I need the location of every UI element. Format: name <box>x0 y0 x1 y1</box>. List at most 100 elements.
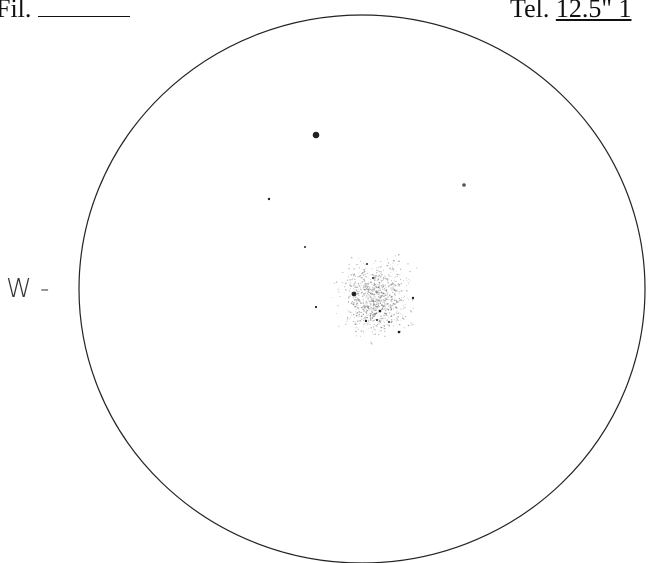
stipple-dot <box>364 286 367 288</box>
stipple-dot <box>380 300 382 302</box>
stipple-dot <box>391 308 393 310</box>
stipple-dot <box>348 318 350 320</box>
stipple-dot <box>382 278 384 280</box>
stipple-dot <box>379 297 382 299</box>
stipple-dot <box>397 264 399 266</box>
stipple-dot <box>382 292 385 294</box>
stipple-dot <box>374 333 376 335</box>
stipple-dot <box>386 258 388 260</box>
stipple-dot <box>353 301 355 304</box>
stipple-dot <box>373 334 374 335</box>
stipple-dot <box>373 303 376 305</box>
stipple-dot <box>366 329 367 330</box>
stipple-dot <box>384 305 386 308</box>
stipple-dot <box>368 298 370 299</box>
stipple-dot <box>369 312 371 314</box>
stipple-dot <box>352 303 354 306</box>
stipple-dot <box>354 305 356 307</box>
stipple-dot <box>398 323 401 326</box>
stipple-dot <box>402 317 404 320</box>
stipple-dot <box>374 330 376 331</box>
stipple-dot <box>404 304 406 306</box>
stipple-dot <box>408 283 409 284</box>
stipple-dot <box>372 303 374 305</box>
stipple-dot <box>346 279 349 282</box>
stipple-dot <box>369 293 371 295</box>
telescope-field: Tel. 12.5" 1 <box>510 0 631 24</box>
stipple-dot <box>370 312 372 314</box>
stipple-dot <box>398 293 400 295</box>
stipple-dot <box>382 325 384 326</box>
stipple-dot <box>369 319 372 321</box>
stipple-dot <box>376 303 378 306</box>
stipple-dot <box>380 330 382 332</box>
stipple-dot <box>377 278 379 280</box>
stipple-dot <box>368 321 370 323</box>
stipple-dot <box>363 304 365 306</box>
stipple-dot <box>379 276 381 278</box>
stipple-dot <box>378 287 380 289</box>
stipple-dot <box>391 320 392 322</box>
stipple-dot <box>385 289 387 291</box>
stipple-dot <box>373 282 376 284</box>
stipple-dot <box>365 289 367 291</box>
stipple-dot <box>353 282 356 285</box>
stipple-dot <box>366 285 368 287</box>
stipple-dot <box>378 290 380 292</box>
stipple-dot <box>371 290 374 292</box>
stipple-dot <box>387 316 390 318</box>
stipple-dot <box>367 293 370 296</box>
stipple-dot <box>400 299 402 301</box>
stipple-dot <box>368 291 370 293</box>
stipple-dot <box>395 308 397 309</box>
star <box>304 246 306 248</box>
stipple-dot <box>400 313 401 315</box>
stipple-dot <box>390 318 393 321</box>
stipple-dot <box>368 320 370 322</box>
stipple-dot <box>374 318 376 320</box>
stipple-dot <box>378 322 380 324</box>
stipple-dot <box>379 299 381 301</box>
stipple-dot <box>369 307 372 309</box>
stipple-dot <box>360 312 362 313</box>
stipple-dot <box>375 308 376 309</box>
stipple-dot <box>364 278 366 280</box>
stipple-dot <box>416 267 418 269</box>
stipple-dot <box>374 304 376 306</box>
stipple-dot <box>371 331 373 333</box>
stipple-dot <box>391 322 393 324</box>
stipple-dot <box>377 323 379 326</box>
stipple-dot <box>392 269 395 271</box>
stipple-dot <box>354 278 356 280</box>
stipple-dot <box>396 276 398 278</box>
stipple-dot <box>390 280 393 282</box>
stipple-dot <box>386 293 388 295</box>
stipple-dot <box>365 287 367 289</box>
stipple-dot <box>388 274 390 277</box>
stipple-dot <box>364 284 366 286</box>
stipple-dot <box>359 294 360 296</box>
stipple-dot <box>372 320 374 322</box>
stipple-dot <box>365 297 366 299</box>
stipple-dot <box>370 341 372 343</box>
stipple-dot <box>373 301 375 303</box>
stipple-dot <box>365 285 367 286</box>
stipple-dot <box>365 304 367 306</box>
stipple-dot <box>346 319 348 320</box>
stipple-dot <box>362 330 365 332</box>
stipple-dot <box>393 319 395 321</box>
stipple-dot <box>366 316 368 319</box>
stipple-dot <box>376 298 378 300</box>
stipple-dot <box>371 317 374 319</box>
stipple-dot <box>351 278 353 281</box>
stipple-dot <box>397 284 399 286</box>
stipple-dot <box>410 280 411 282</box>
stipple-dot <box>392 287 394 290</box>
stipple-dot <box>379 300 382 303</box>
stipple-dot <box>387 281 389 284</box>
stipple-dot <box>393 295 395 297</box>
stipple-dot <box>360 282 362 284</box>
stipple-dot <box>373 293 376 296</box>
stipple-dot <box>387 292 389 294</box>
star <box>388 321 390 323</box>
